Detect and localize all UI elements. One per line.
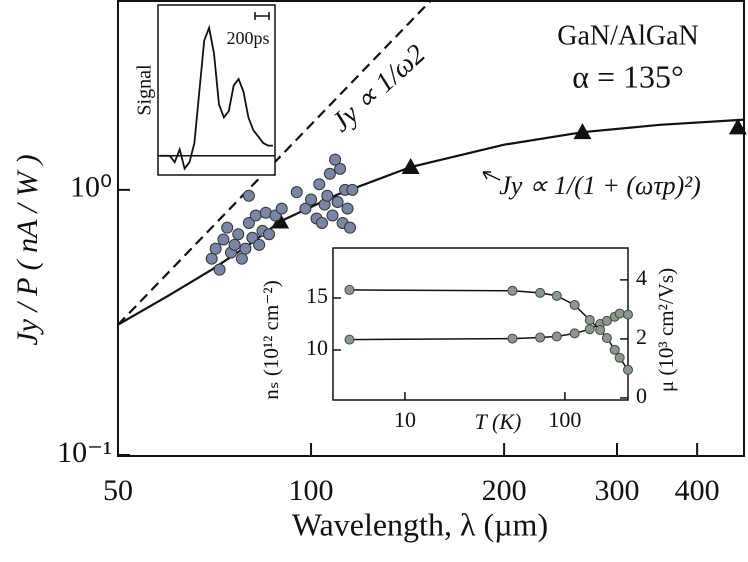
data-point: [299, 202, 312, 215]
y-axis-label: nₛ (10¹² cm⁻²): [259, 280, 283, 399]
x-tick-label: 300: [595, 474, 640, 507]
data-point: [321, 189, 334, 202]
data-point: [535, 332, 546, 343]
x-tick-label: 400: [675, 474, 720, 507]
data-line: [160, 24, 273, 171]
data-point: [329, 153, 342, 166]
scale-bar-label: 200ps: [226, 28, 269, 48]
data-point: [601, 315, 612, 326]
data-point: [595, 325, 606, 336]
data-point: [305, 193, 318, 206]
data-point: [344, 334, 355, 345]
annotation: Jy ∝ 1/(1 + (ωτp)²): [499, 171, 701, 200]
x-axis-label: Wavelength, λ (µm): [292, 506, 548, 542]
data-point: [263, 228, 276, 241]
data-point: [253, 238, 266, 251]
arrow: [482, 171, 501, 181]
data-point: [323, 167, 336, 180]
data-point: [228, 238, 241, 251]
data-point: [507, 333, 518, 344]
data-point: [341, 202, 354, 215]
data-point: [551, 290, 562, 301]
data-point: [569, 328, 580, 339]
data-point: [313, 178, 326, 191]
data-point: [275, 202, 288, 215]
x-tick-label: 100: [289, 474, 334, 507]
data-point: [609, 344, 620, 355]
data-point: [235, 252, 248, 265]
data-point: [623, 309, 633, 320]
data-point: [584, 324, 595, 335]
data-point: [331, 195, 344, 208]
data-line: [117, 118, 746, 326]
data-point: [601, 333, 612, 344]
scale-bar: [254, 12, 270, 20]
data-point: [535, 287, 546, 298]
data-point: [344, 284, 355, 295]
data-point: [246, 231, 259, 244]
data-point: [614, 352, 625, 363]
data-point: [239, 242, 252, 255]
triangle-point: [728, 118, 747, 135]
x-axis-label: T (K): [475, 409, 522, 434]
data-point: [334, 162, 347, 175]
y2-axis-label: μ (10³ cm²/Vs): [654, 268, 678, 392]
y2-tick-label: 4: [636, 265, 647, 290]
data-point: [213, 263, 226, 276]
data-point: [242, 189, 255, 202]
data-point: [326, 209, 339, 222]
y-tick-label: 10: [306, 335, 328, 360]
data-point: [249, 209, 262, 222]
inset-frame: [157, 4, 276, 176]
data-point: [205, 252, 218, 265]
x-tick-label: 50: [103, 474, 133, 507]
y-tick-label: 10⁰: [70, 171, 112, 204]
triangle-point: [401, 157, 420, 174]
data-point: [209, 242, 222, 255]
data-point: [315, 216, 328, 229]
material-label: GaN/AlGaN: [557, 20, 699, 51]
data-point: [569, 299, 580, 310]
data-point: [507, 285, 518, 296]
data-point: [221, 221, 234, 234]
y2-tick-label: 2: [636, 324, 647, 349]
y-axis-label: Signal: [134, 64, 156, 116]
data-point: [614, 308, 625, 319]
data-point: [343, 221, 356, 234]
y2-tick-label: 0: [636, 383, 647, 408]
data-point: [290, 186, 303, 199]
inset-frame: [332, 247, 629, 401]
data-point: [623, 364, 633, 375]
x-tick-label: 10: [394, 407, 416, 432]
data-point: [551, 331, 562, 342]
data-point: [232, 228, 245, 241]
x-tick-label: 200: [482, 474, 527, 507]
data-point: [346, 183, 359, 196]
triangle-point: [573, 123, 592, 140]
data-point: [584, 315, 595, 326]
data-point: [242, 216, 255, 229]
data-point: [217, 233, 230, 246]
y-tick-label: 15: [306, 283, 328, 308]
triangle-point: [271, 212, 290, 229]
x-tick-label: 100: [548, 407, 581, 432]
angle-label: α = 135°: [572, 58, 684, 94]
y-axis-label: Jy / P ( nA / W ): [11, 154, 44, 345]
y-tick-label: 10⁻¹: [57, 436, 112, 469]
